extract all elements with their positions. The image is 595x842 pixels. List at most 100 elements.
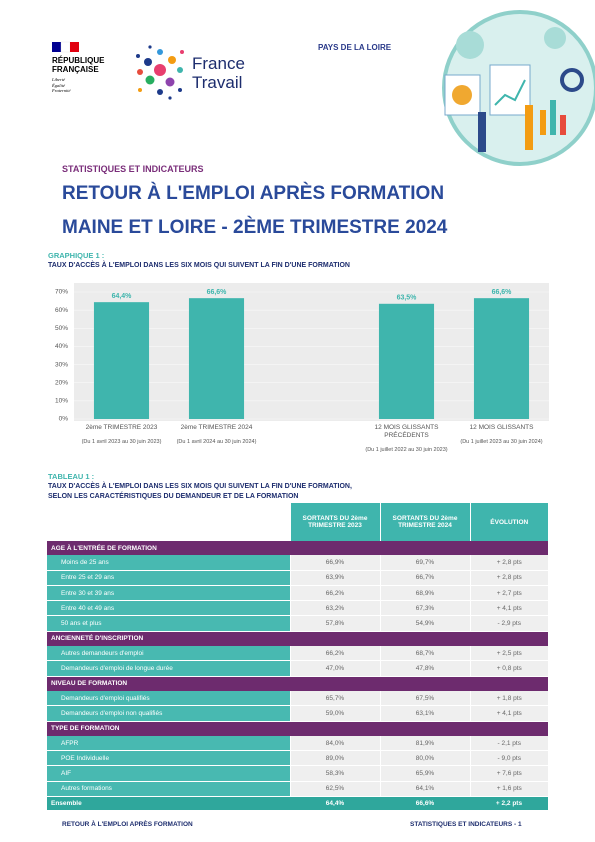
data-row: Entre 25 et 29 ans 63,9% 66,7% + 2,8 pts bbox=[47, 570, 548, 586]
row-label: Entre 30 et 39 ans bbox=[47, 585, 290, 602]
cell-value: 66,7% bbox=[379, 570, 470, 586]
total-row: Ensemble 64,4% 66,6% + 2,2 pts bbox=[47, 796, 548, 811]
data-row: Entre 30 et 39 ans 66,2% 68,9% + 2,7 pts bbox=[47, 585, 548, 602]
motto: Liberté Égalité Fraternité bbox=[52, 77, 71, 94]
title: MAINE ET LOIRE - 2ÈME TRIMESTRE 2024 bbox=[62, 217, 448, 238]
x-tick-label: 2ème TRIMESTRE 2024 bbox=[180, 424, 253, 431]
x-tick-label: 2ème TRIMESTRE 2023 bbox=[85, 424, 158, 431]
plot-background bbox=[74, 283, 549, 421]
republic-line: RÉPUBLIQUE bbox=[52, 56, 105, 65]
cell-value: + 4,1 pts bbox=[469, 600, 548, 617]
row-label: Demandeurs d'emploi non qualifiés bbox=[47, 705, 290, 722]
y-tick-label: 30% bbox=[55, 361, 68, 368]
row-label: AIF bbox=[47, 765, 290, 782]
cell-value: + 1,6 pts bbox=[469, 781, 548, 798]
row-label: Entre 40 et 49 ans bbox=[47, 600, 290, 617]
header-graphics bbox=[52, 10, 595, 166]
value-label: 63,5% bbox=[397, 295, 418, 302]
row-label: Demandeurs d'emploi qualifiés bbox=[47, 690, 290, 707]
row-label: Entre 25 et 29 ans bbox=[47, 570, 290, 586]
cell-value: 54,9% bbox=[379, 615, 470, 632]
chart-label: GRAPHIQUE 1 : bbox=[48, 251, 105, 260]
value-label: 66,6% bbox=[207, 289, 228, 296]
cell-value: - 2,1 pts bbox=[469, 735, 548, 752]
data-row: Moins de 25 ans 66,9% 69,7% + 2,8 pts bbox=[47, 555, 548, 571]
chart: 0% 10% 20% 30% 40% 50% 60% 70% 64,4% 66,6% 63,5% 66… bbox=[55, 283, 549, 423]
cell-value: + 1,8 pts bbox=[469, 690, 548, 707]
table-title-line: TAUX D'ACCÈS À L'EMPLOI DANS LES SIX MOI… bbox=[48, 483, 352, 490]
cell-value: + 2,7 pts bbox=[469, 585, 548, 602]
motto-line: Fraternité bbox=[52, 88, 71, 93]
data-row: AIF 58,3% 65,9% + 7,6 pts bbox=[47, 765, 548, 782]
group-fill bbox=[290, 541, 548, 556]
region: PAYS DE LA LOIRE bbox=[318, 43, 392, 52]
cell-value: 65,7% bbox=[289, 690, 380, 707]
cell-value: 67,5% bbox=[379, 690, 470, 707]
table: SORTANTS DU 2ème TRIMESTRE 2023 SORTANTS … bbox=[47, 503, 548, 811]
value-label: 66,6% bbox=[492, 289, 513, 296]
column-header: ÉVOLUTION bbox=[469, 503, 548, 541]
footer-left: RETOUR À L'EMPLOI APRÈS FORMATION bbox=[62, 821, 193, 828]
bar bbox=[473, 298, 530, 419]
group-row: NIVEAU DE FORMATION bbox=[47, 676, 548, 691]
group-fill bbox=[290, 676, 548, 691]
category-note: (Du 1 avril 2023 au 30 juin 2023) bbox=[81, 439, 162, 445]
data-row: Entre 40 et 49 ans 63,2% 67,3% + 4,1 pts bbox=[47, 600, 548, 617]
group-row: TYPE DE FORMATION bbox=[47, 721, 548, 736]
cell-value: 66,9% bbox=[289, 555, 380, 571]
category-note: (Du 1 avril 2024 au 30 juin 2024) bbox=[176, 439, 257, 445]
cell-value: + 2,5 pts bbox=[469, 646, 548, 662]
cell-value: - 9,0 pts bbox=[469, 750, 548, 767]
cell-value: 59,0% bbox=[289, 705, 380, 722]
cell-value: 68,9% bbox=[379, 585, 470, 602]
cell-value: 66,2% bbox=[289, 646, 380, 662]
group-title: TYPE DE FORMATION bbox=[47, 721, 290, 736]
cell-value: 84,0% bbox=[289, 735, 380, 752]
table-label: TABLEAU 1 : bbox=[48, 472, 95, 481]
y-tick-label: 20% bbox=[55, 379, 68, 386]
data-row: Autres formations 62,5% 64,1% + 1,6 pts bbox=[47, 781, 548, 798]
bar bbox=[378, 303, 435, 419]
data-row: 50 ans et plus 57,8% 54,9% - 2,9 pts bbox=[47, 615, 548, 632]
x-tick-label: 12 MOIS GLISSANTS PRÉCÉDENTS bbox=[374, 424, 439, 439]
cell-value: + 2,8 pts bbox=[469, 570, 548, 586]
data-row: Autres demandeurs d'emploi 66,2% 68,7% + 2,… bbox=[47, 646, 548, 662]
footer-text: STATISTIQUES ET INDICATEURS - bbox=[410, 821, 517, 828]
cell-value: 63,2% bbox=[289, 600, 380, 617]
row-label: 50 ans et plus bbox=[47, 615, 290, 632]
data-row: Demandeurs d'emploi qualifiés 65,7% 67,5% +… bbox=[47, 690, 548, 707]
cell-value: + 4,1 pts bbox=[469, 705, 548, 722]
group-title: AGE À L'ENTRÉE DE FORMATION bbox=[47, 541, 290, 556]
group-title: NIVEAU DE FORMATION bbox=[47, 676, 290, 691]
flag-red bbox=[70, 42, 79, 52]
y-tick-label: 40% bbox=[55, 343, 68, 350]
illustration bbox=[444, 27, 584, 152]
footer-right: STATISTIQUES ET INDICATEURS - 1 bbox=[410, 821, 522, 828]
brand-line: France bbox=[192, 54, 245, 73]
y-tick-label: 70% bbox=[55, 289, 68, 296]
cell-value: 47,0% bbox=[289, 660, 380, 677]
cell-value: 69,7% bbox=[379, 555, 470, 571]
data-row: POE Individuelle 89,0% 80,0% - 9,0 pts bbox=[47, 750, 548, 767]
republic-line: FRANÇAISE bbox=[52, 65, 99, 74]
group-title: ANCIENNETÉ D'INSCRIPTION bbox=[47, 631, 290, 647]
cell-value: 57,8% bbox=[289, 615, 380, 632]
cell-value: 62,5% bbox=[289, 781, 380, 798]
brand-dots bbox=[136, 45, 184, 100]
cell-value: 63,9% bbox=[289, 570, 380, 586]
total-value: 64,4% bbox=[290, 796, 380, 811]
category-note: (Du 1 juillet 2022 au 30 juin 2023) bbox=[365, 447, 448, 453]
category-note: (Du 1 juillet 2023 au 30 juin 2024) bbox=[460, 439, 543, 445]
group-row: AGE À L'ENTRÉE DE FORMATION bbox=[47, 541, 548, 556]
cell-value: 89,0% bbox=[289, 750, 380, 767]
x-tick-label: 12 MOIS GLISSANTS bbox=[469, 424, 534, 431]
data-row: Demandeurs d'emploi non qualifiés 59,0% 63… bbox=[47, 705, 548, 722]
motto-line: Égalité bbox=[52, 82, 65, 88]
column-header: SORTANTS DU 2ème TRIMESTRE 2024 bbox=[379, 503, 470, 541]
chart-title: TAUX D'ACCÈS À L'EMPLOI DANS LES SIX MOI… bbox=[48, 262, 350, 269]
cell-value: 68,7% bbox=[379, 646, 470, 662]
row-label: Autres formations bbox=[47, 781, 290, 798]
header-blank bbox=[47, 503, 290, 541]
total-value: + 2,2 pts bbox=[470, 796, 548, 811]
table-title: TAUX D'ACCÈS À L'EMPLOI DANS LES SIX MOI… bbox=[48, 482, 352, 501]
